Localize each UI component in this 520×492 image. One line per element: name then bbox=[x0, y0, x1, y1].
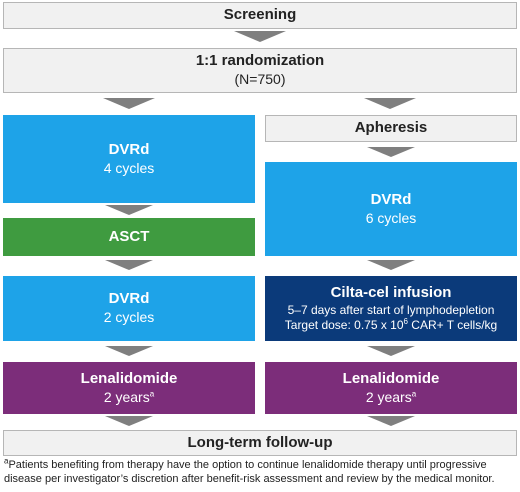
arrow-left-lenalidomide-to-followup bbox=[105, 416, 153, 426]
right-lenalidomide-box: Lenalidomide 2 yearsa bbox=[265, 362, 517, 414]
left-lenalidomide-title: Lenalidomide bbox=[80, 369, 178, 387]
left-dvrd-consolidation-box: DVRd 2 cycles bbox=[3, 276, 255, 341]
cilta-cel-box: Cilta-cel infusion 5–7 days after start … bbox=[265, 276, 517, 341]
left-lenalidomide-detail: 2 yearsa bbox=[103, 388, 155, 405]
cilta-cel-title: Cilta-cel infusion bbox=[330, 284, 452, 302]
arrow-apheresis-to-dvrd bbox=[367, 147, 415, 157]
left-dvrd-induction-box: DVRd 4 cycles bbox=[3, 115, 255, 203]
left-dvrd-induction-title: DVRd bbox=[108, 140, 150, 158]
arrow-left-dvrd-to-asct bbox=[105, 205, 153, 215]
left-dvrd-induction-detail: 4 cycles bbox=[103, 159, 155, 176]
follow-up-label: Long-term follow-up bbox=[187, 433, 333, 451]
right-dvrd-bridging-detail: 6 cycles bbox=[365, 209, 417, 226]
apheresis-label: Apheresis bbox=[354, 119, 428, 137]
randomization-title: 1:1 randomization bbox=[195, 52, 325, 70]
screening-label: Screening bbox=[223, 6, 297, 24]
arrow-randomization-to-right-arm bbox=[364, 98, 416, 109]
footnote-marker: a bbox=[4, 456, 9, 466]
cilta-cel-timing: 5–7 days after start of lymphodepletion bbox=[287, 302, 495, 317]
arrow-asct-to-dvrd bbox=[105, 260, 153, 270]
randomization-box: 1:1 randomization (N=750) bbox=[3, 48, 517, 93]
arrow-screening-to-randomization bbox=[234, 31, 286, 42]
right-lenalidomide-detail: 2 yearsa bbox=[365, 388, 417, 405]
left-lenalidomide-footnote-marker: a bbox=[149, 388, 155, 398]
footnote-text: Patients benefiting from therapy have th… bbox=[4, 459, 495, 486]
asct-box: ASCT bbox=[3, 218, 255, 256]
arrow-randomization-to-left-arm bbox=[103, 98, 155, 109]
arrow-left-dvrd-to-lenalidomide bbox=[105, 346, 153, 356]
cilta-cel-dose: Target dose: 0.75 x 106 CAR+ T cells/kg bbox=[284, 316, 498, 332]
apheresis-box: Apheresis bbox=[265, 115, 517, 142]
asct-label: ASCT bbox=[108, 227, 150, 245]
right-dvrd-bridging-box: DVRd 6 cycles bbox=[265, 162, 517, 256]
right-lenalidomide-title: Lenalidomide bbox=[342, 369, 440, 387]
randomization-n: (N=750) bbox=[234, 71, 286, 88]
left-dvrd-consolidation-title: DVRd bbox=[108, 290, 150, 308]
left-lenalidomide-box: Lenalidomide 2 yearsa bbox=[3, 362, 255, 414]
arrow-cilta-cel-to-lenalidomide bbox=[367, 346, 415, 356]
right-lenalidomide-footnote-marker: a bbox=[411, 388, 417, 398]
left-dvrd-consolidation-detail: 2 cycles bbox=[103, 309, 155, 326]
screening-box: Screening bbox=[3, 2, 517, 29]
footnote: aPatients benefiting from therapy have t… bbox=[4, 456, 516, 487]
arrow-right-lenalidomide-to-followup bbox=[367, 416, 415, 426]
arrow-dvrd-to-cilta-cel bbox=[367, 260, 415, 270]
right-dvrd-bridging-title: DVRd bbox=[370, 190, 412, 208]
follow-up-box: Long-term follow-up bbox=[3, 430, 517, 456]
